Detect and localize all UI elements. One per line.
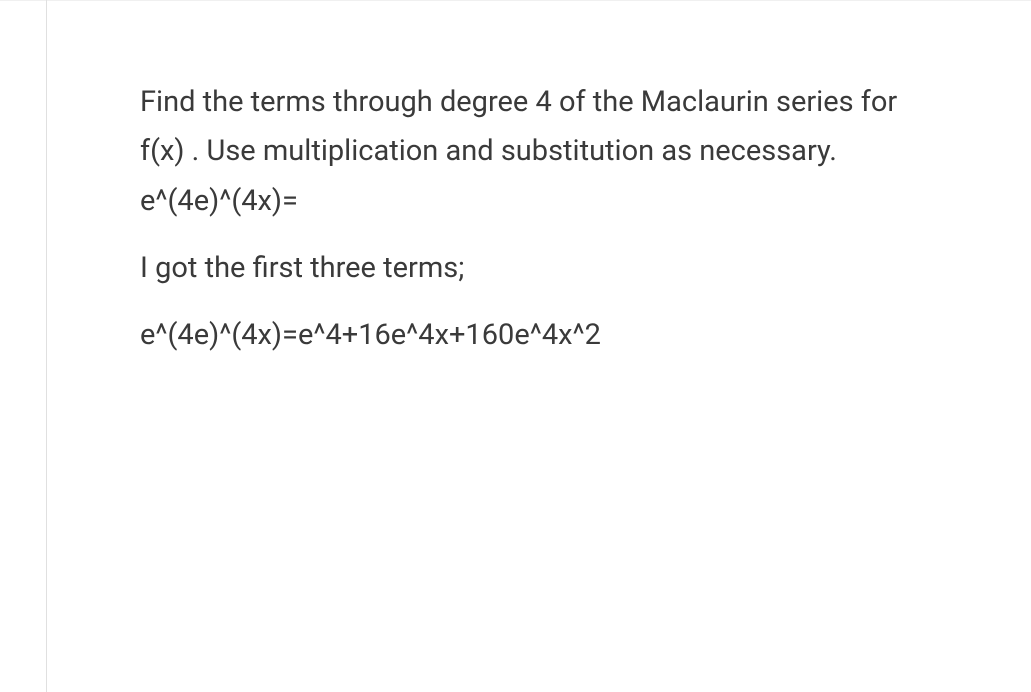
top-border (0, 0, 1031, 1)
answer-intro: I got the first three terms; (140, 244, 940, 293)
left-border (46, 0, 47, 692)
answer-formula: e^(4e)^(4x)=e^4+16e^4x+160e^4x^2 (140, 311, 940, 360)
question-text: Find the terms through degree 4 of the M… (140, 78, 940, 226)
question-content: Find the terms through degree 4 of the M… (140, 78, 940, 378)
